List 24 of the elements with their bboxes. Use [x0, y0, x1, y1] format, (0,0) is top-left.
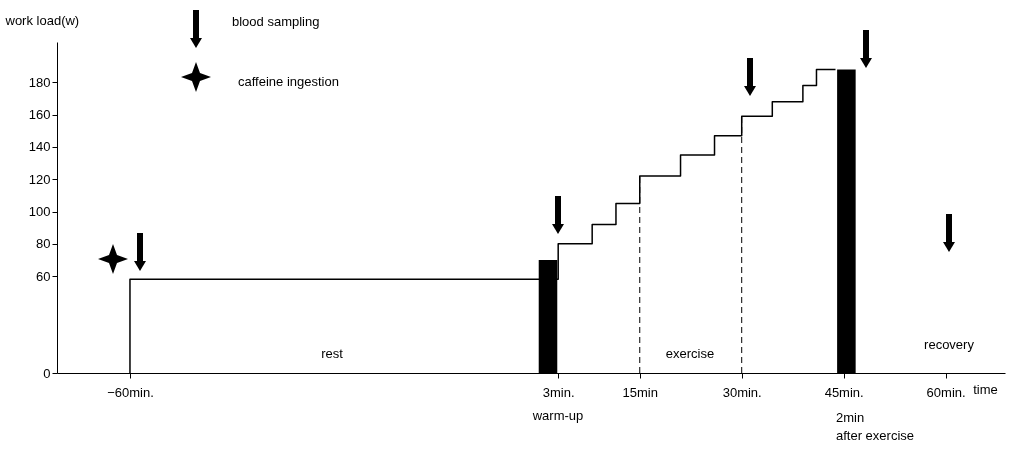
y-tick-label: 160	[28, 107, 51, 123]
annotation: caffeine ingestion	[238, 74, 339, 89]
y-tick-label: 100	[28, 204, 51, 220]
annotation: exercise	[665, 346, 715, 361]
y-axis-title: work load(w)	[4, 12, 80, 28]
text: blood sampling	[232, 14, 320, 29]
y-tick-label: 0	[43, 365, 51, 381]
y-tick-label: 120	[28, 171, 51, 187]
x-tick-label: −60min.	[107, 384, 154, 400]
x-tick-label: 60min.	[926, 384, 966, 400]
annotation: rest	[321, 346, 343, 361]
x-tick-label: 30min.	[722, 384, 762, 400]
y-tick-label: 60	[36, 268, 51, 284]
x-tick-label: 15min	[622, 384, 658, 400]
x-tick-label: 3min.	[542, 384, 575, 400]
text: warm-up	[532, 408, 584, 423]
x-axis-title: time	[973, 381, 998, 397]
y-tick-label: 80	[36, 236, 51, 252]
text: after exercise	[836, 428, 915, 443]
annotation: recovery	[924, 337, 974, 352]
text: 2min	[836, 410, 865, 425]
y-tick-label: 180	[28, 74, 51, 90]
x-tick-label: 45min.	[824, 384, 864, 400]
y-tick-label: 140	[28, 139, 51, 155]
